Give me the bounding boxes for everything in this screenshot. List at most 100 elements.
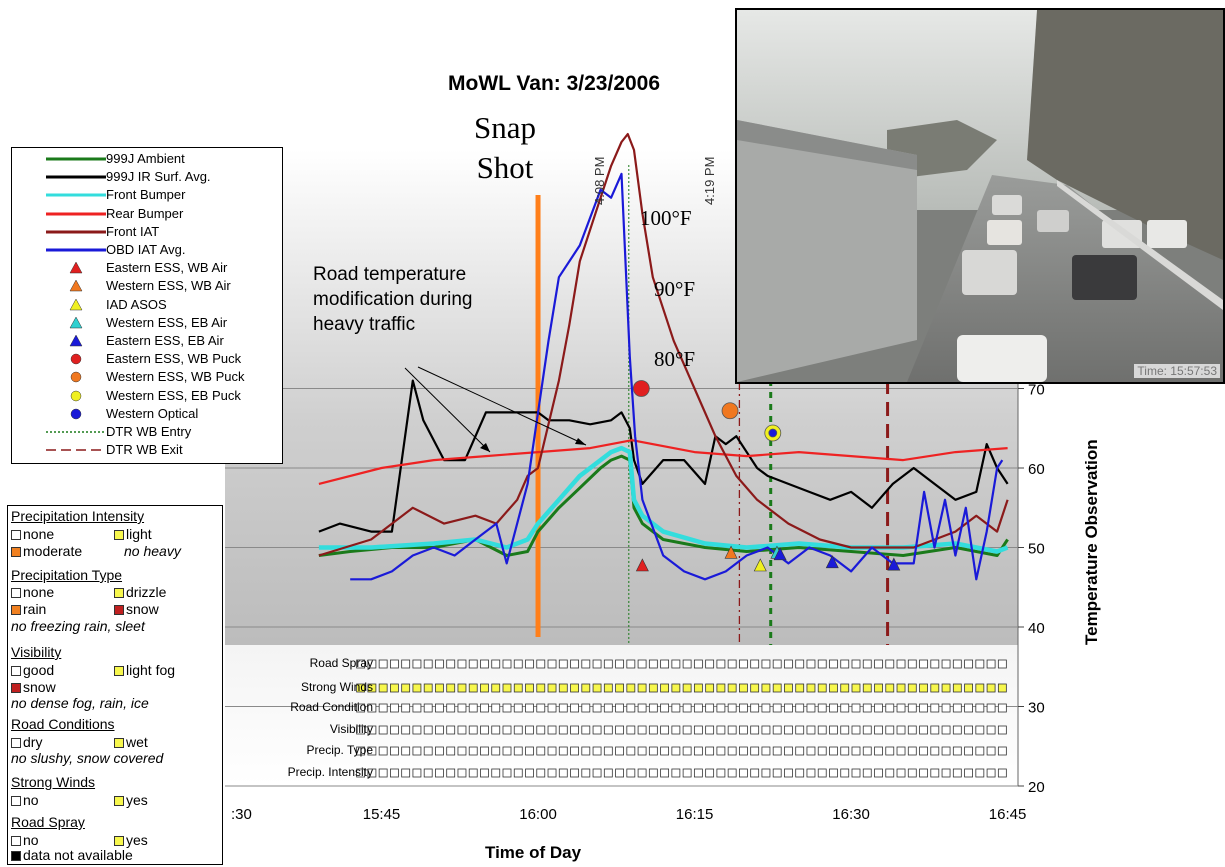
status-cell	[941, 746, 951, 756]
status-cell	[468, 746, 478, 756]
status-cell	[502, 683, 512, 693]
status-row-label: Road Spray	[309, 656, 373, 670]
road-conditions-title: Road Conditions	[11, 716, 115, 732]
status-cell	[964, 683, 973, 693]
series-legend: 999J Ambient 999J IR Surf. Avg. Front Bump…	[11, 147, 283, 464]
legend-item: Western ESS, WB Puck	[12, 368, 280, 386]
y-tick-label-30: 30	[1028, 700, 1045, 717]
status-cell	[874, 725, 883, 735]
status-cell	[975, 683, 985, 693]
annotation-line-1: Road temperature	[313, 264, 467, 285]
marker-circle-3	[768, 428, 778, 438]
line-swatch-icon	[46, 193, 106, 197]
series-line-3	[318, 439, 1008, 485]
status-cell	[840, 768, 850, 778]
line-swatch-icon	[46, 230, 106, 234]
status-cell	[570, 703, 579, 713]
legend-triangle	[69, 298, 83, 310]
status-cell	[693, 768, 703, 778]
status-cell	[480, 725, 489, 735]
status-cell	[581, 659, 591, 669]
status-cell	[603, 725, 613, 735]
legend-label: DTR WB Exit	[106, 442, 183, 458]
status-cell	[401, 725, 411, 735]
status-cell	[558, 683, 568, 693]
status-cell	[795, 746, 805, 756]
status-cell	[930, 725, 940, 735]
status-cell	[671, 725, 681, 735]
status-cell	[750, 746, 760, 756]
status-cell	[874, 683, 883, 693]
status-cell	[378, 725, 388, 735]
status-cell	[907, 768, 917, 778]
status-cell	[648, 768, 658, 778]
x-tick-label-2: 16:00	[519, 806, 557, 823]
status-cell	[468, 768, 478, 778]
status-cell	[367, 683, 377, 693]
status-cell	[378, 659, 388, 669]
status-cell	[637, 725, 647, 735]
type-no-freezing: no freezing rain, sleet	[11, 618, 145, 634]
status-row-label: Road Condition	[290, 700, 373, 714]
status-cell	[457, 683, 467, 693]
car-8	[957, 335, 1047, 382]
status-cell	[592, 746, 602, 756]
visibility-good: good	[11, 662, 54, 678]
marker-triangle-9	[825, 555, 839, 569]
intensity-no-heavy: no heavy	[124, 543, 181, 559]
status-cell	[930, 768, 940, 778]
status-cell	[997, 725, 1007, 735]
legend-item: Western ESS, EB Puck	[12, 387, 280, 405]
legend-label: Western ESS, WB Air	[106, 278, 231, 294]
status-cell	[885, 659, 895, 669]
spray-no: no	[11, 832, 39, 848]
status-cell	[536, 746, 546, 756]
box-icon	[114, 836, 124, 847]
status-cell	[806, 683, 816, 693]
status-cell	[513, 725, 523, 735]
status-cell	[682, 659, 692, 669]
status-cell	[581, 768, 591, 778]
status-cell	[390, 683, 399, 693]
type-drizzle: drizzle	[114, 584, 166, 600]
status-cell	[615, 725, 624, 735]
status-cell	[705, 746, 715, 756]
status-cell	[660, 683, 670, 693]
status-cell	[558, 768, 568, 778]
status-cell	[829, 725, 838, 735]
box-icon	[11, 605, 21, 616]
status-cell	[739, 683, 748, 693]
status-cell	[941, 659, 951, 669]
annotation-line-2: modification during	[313, 289, 473, 310]
status-cell	[558, 746, 568, 756]
triangle-icon	[69, 334, 83, 347]
status-cell	[356, 768, 366, 778]
status-cell	[525, 746, 534, 756]
arrow-line-2	[417, 366, 587, 446]
status-cell	[952, 746, 962, 756]
legend-item: Eastern ESS, WB Air	[12, 259, 280, 277]
type-rain-label: rain	[23, 601, 47, 617]
status-cell	[660, 746, 670, 756]
dashed-line-icon	[46, 449, 106, 451]
status-cell	[705, 768, 715, 778]
status-cell	[716, 725, 726, 735]
status-cell	[896, 768, 906, 778]
intensity-light: light	[114, 526, 152, 542]
status-cell	[660, 703, 670, 713]
status-cell	[919, 746, 928, 756]
status-cell	[592, 725, 602, 735]
status-cell	[896, 725, 906, 735]
status-cell	[390, 659, 399, 669]
status-cell	[975, 725, 985, 735]
status-cell	[930, 683, 940, 693]
type-none: none	[11, 584, 54, 600]
status-cell	[536, 768, 546, 778]
station-markers	[632, 380, 901, 572]
status-cell	[874, 659, 883, 669]
status-cell	[648, 659, 658, 669]
car-5	[987, 220, 1022, 245]
status-cell	[570, 768, 579, 778]
legend-item: DTR WB Entry	[12, 423, 280, 441]
status-cell	[975, 703, 985, 713]
